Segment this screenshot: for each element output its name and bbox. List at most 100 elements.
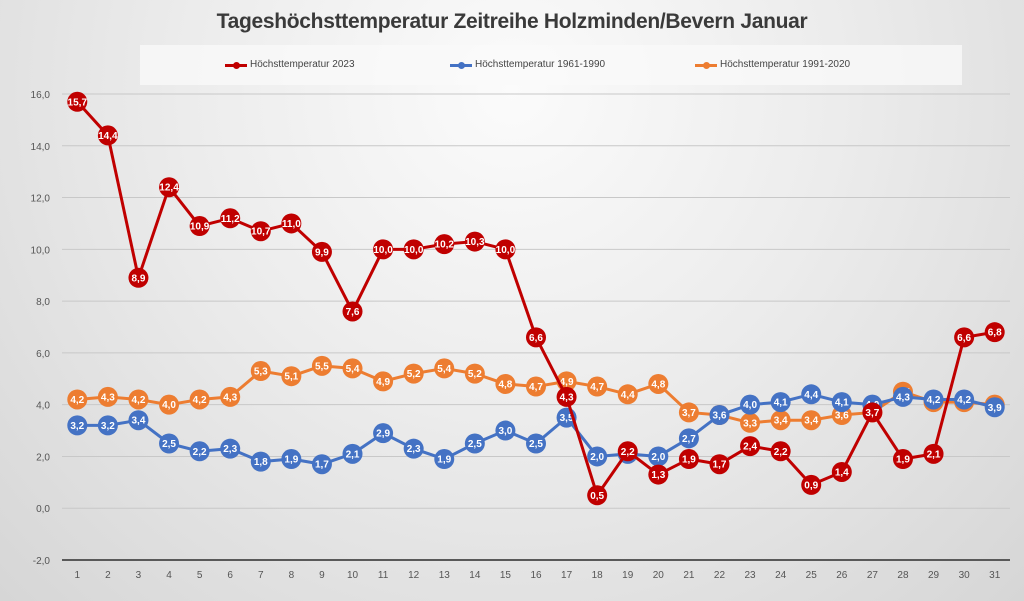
series-h-chsttemperatur-1961-1990: 3,2 3,2 3,4 2,5 2,2 2,3 1,8 1,9 1,7 2,1 2,9 2,3 1,9 2…: [67, 384, 1005, 475]
data-label: 5,5: [315, 361, 329, 372]
data-label: 1,3: [651, 470, 665, 481]
series-h-chsttemperatur-1991-2020: 4,2 4,3 4,2 4,0 4,2 4,3 5,3 5,1 5,5 5,4 4,9 5,2 5,4 5…: [67, 355, 1005, 433]
x-tick-label: 16: [530, 570, 542, 581]
legend-item-1961-1990[interactable]: Höchsttemperatur 1961-1990: [450, 59, 605, 70]
data-point: [373, 371, 394, 392]
x-tick-label: 18: [592, 570, 604, 581]
x-tick-label: 6: [227, 570, 233, 581]
data-point: [495, 373, 516, 394]
data-point: [342, 301, 363, 322]
data-point: [801, 384, 822, 405]
data-label: 10,2: [435, 240, 455, 251]
data-point: [556, 386, 577, 407]
data-point: [526, 327, 546, 348]
data-label: 1,9: [284, 455, 298, 466]
data-label: 4,4: [621, 390, 635, 401]
data-label: 10,0: [496, 245, 516, 256]
data-point: [250, 361, 271, 382]
data-label: 4,2: [131, 395, 145, 406]
data-label: 1,8: [254, 457, 268, 468]
x-tick-label: 13: [439, 570, 451, 581]
data-label: 5,2: [407, 369, 421, 380]
data-label: 5,4: [437, 364, 451, 375]
data-label: 2,4: [743, 442, 757, 453]
data-point: [464, 231, 485, 252]
data-label: 2,1: [346, 449, 360, 460]
data-label: 4,2: [193, 395, 207, 406]
data-point: [984, 322, 1005, 343]
data-label: 3,2: [70, 421, 84, 432]
data-point: [67, 91, 88, 112]
data-label: 1,9: [682, 455, 696, 466]
data-point: [770, 441, 791, 462]
data-point: [923, 389, 944, 410]
data-label: 3,6: [835, 411, 849, 422]
legend: Höchsttemperatur 2023 Höchsttemperatur 1…: [140, 45, 962, 85]
x-tick-label: 25: [806, 570, 818, 581]
data-label: 3,3: [743, 418, 757, 429]
data-label: 2,5: [162, 439, 176, 450]
data-label: 4,0: [743, 400, 757, 411]
data-label: 4,1: [774, 398, 788, 409]
data-point: [831, 461, 852, 482]
data-point: [128, 410, 149, 431]
data-label: 4,3: [896, 392, 910, 403]
data-point: [159, 177, 180, 198]
data-point: [220, 438, 241, 459]
y-tick-label: 8,0: [36, 297, 50, 308]
x-tick-label: 8: [289, 570, 295, 581]
x-tick-label: 12: [408, 570, 420, 581]
data-label: 10,9: [190, 222, 210, 233]
x-tick-label: 1: [75, 570, 81, 581]
data-point: [770, 410, 791, 431]
data-label: 9,9: [315, 247, 329, 258]
data-point: [403, 239, 424, 260]
data-point: [220, 386, 241, 407]
data-point: [434, 358, 455, 379]
legend-item-2023[interactable]: Höchsttemperatur 2023: [225, 59, 355, 70]
data-point: [770, 392, 791, 413]
data-label: 6,6: [957, 333, 971, 344]
data-point: [464, 363, 485, 384]
data-label: 3,4: [774, 416, 788, 427]
data-point: [617, 441, 638, 462]
data-point: [801, 474, 822, 495]
x-tick-label: 15: [500, 570, 512, 581]
y-tick-label: 4,0: [36, 401, 50, 412]
data-label: 5,4: [346, 364, 360, 375]
data-point: [97, 386, 118, 407]
data-point: [740, 412, 761, 433]
data-label: 7,6: [346, 307, 360, 318]
data-label: 6,8: [988, 328, 1002, 339]
data-point: [434, 449, 455, 470]
data-label: 2,3: [407, 444, 421, 455]
data-point: [709, 405, 730, 426]
data-label: 8,9: [131, 273, 145, 284]
data-point: [678, 428, 699, 449]
x-tick-label: 22: [714, 570, 726, 581]
x-tick-label: 23: [745, 570, 757, 581]
data-point: [648, 464, 669, 485]
data-point: [862, 402, 883, 423]
data-point: [434, 234, 455, 255]
data-label: 4,4: [804, 390, 818, 401]
legend-label: Höchsttemperatur 1991-2020: [720, 59, 851, 70]
data-point: [67, 415, 88, 436]
y-tick-label: 16,0: [31, 90, 51, 101]
data-point: [801, 410, 822, 431]
data-point: [923, 443, 944, 464]
data-label: 2,0: [590, 452, 604, 463]
data-label: 2,0: [651, 452, 665, 463]
legend-item-1991-2020[interactable]: Höchsttemperatur 1991-2020: [695, 59, 850, 70]
x-tick-label: 2: [105, 570, 111, 581]
legend-label: Höchsttemperatur 1961-1990: [475, 59, 606, 70]
data-label: 2,1: [927, 449, 941, 460]
data-point: [892, 449, 913, 470]
y-tick-label: 6,0: [36, 349, 50, 360]
data-label: 6,6: [529, 333, 543, 344]
data-label: 4,2: [957, 395, 971, 406]
x-tick-label: 20: [653, 570, 665, 581]
data-point: [403, 363, 424, 384]
data-point: [159, 433, 180, 454]
